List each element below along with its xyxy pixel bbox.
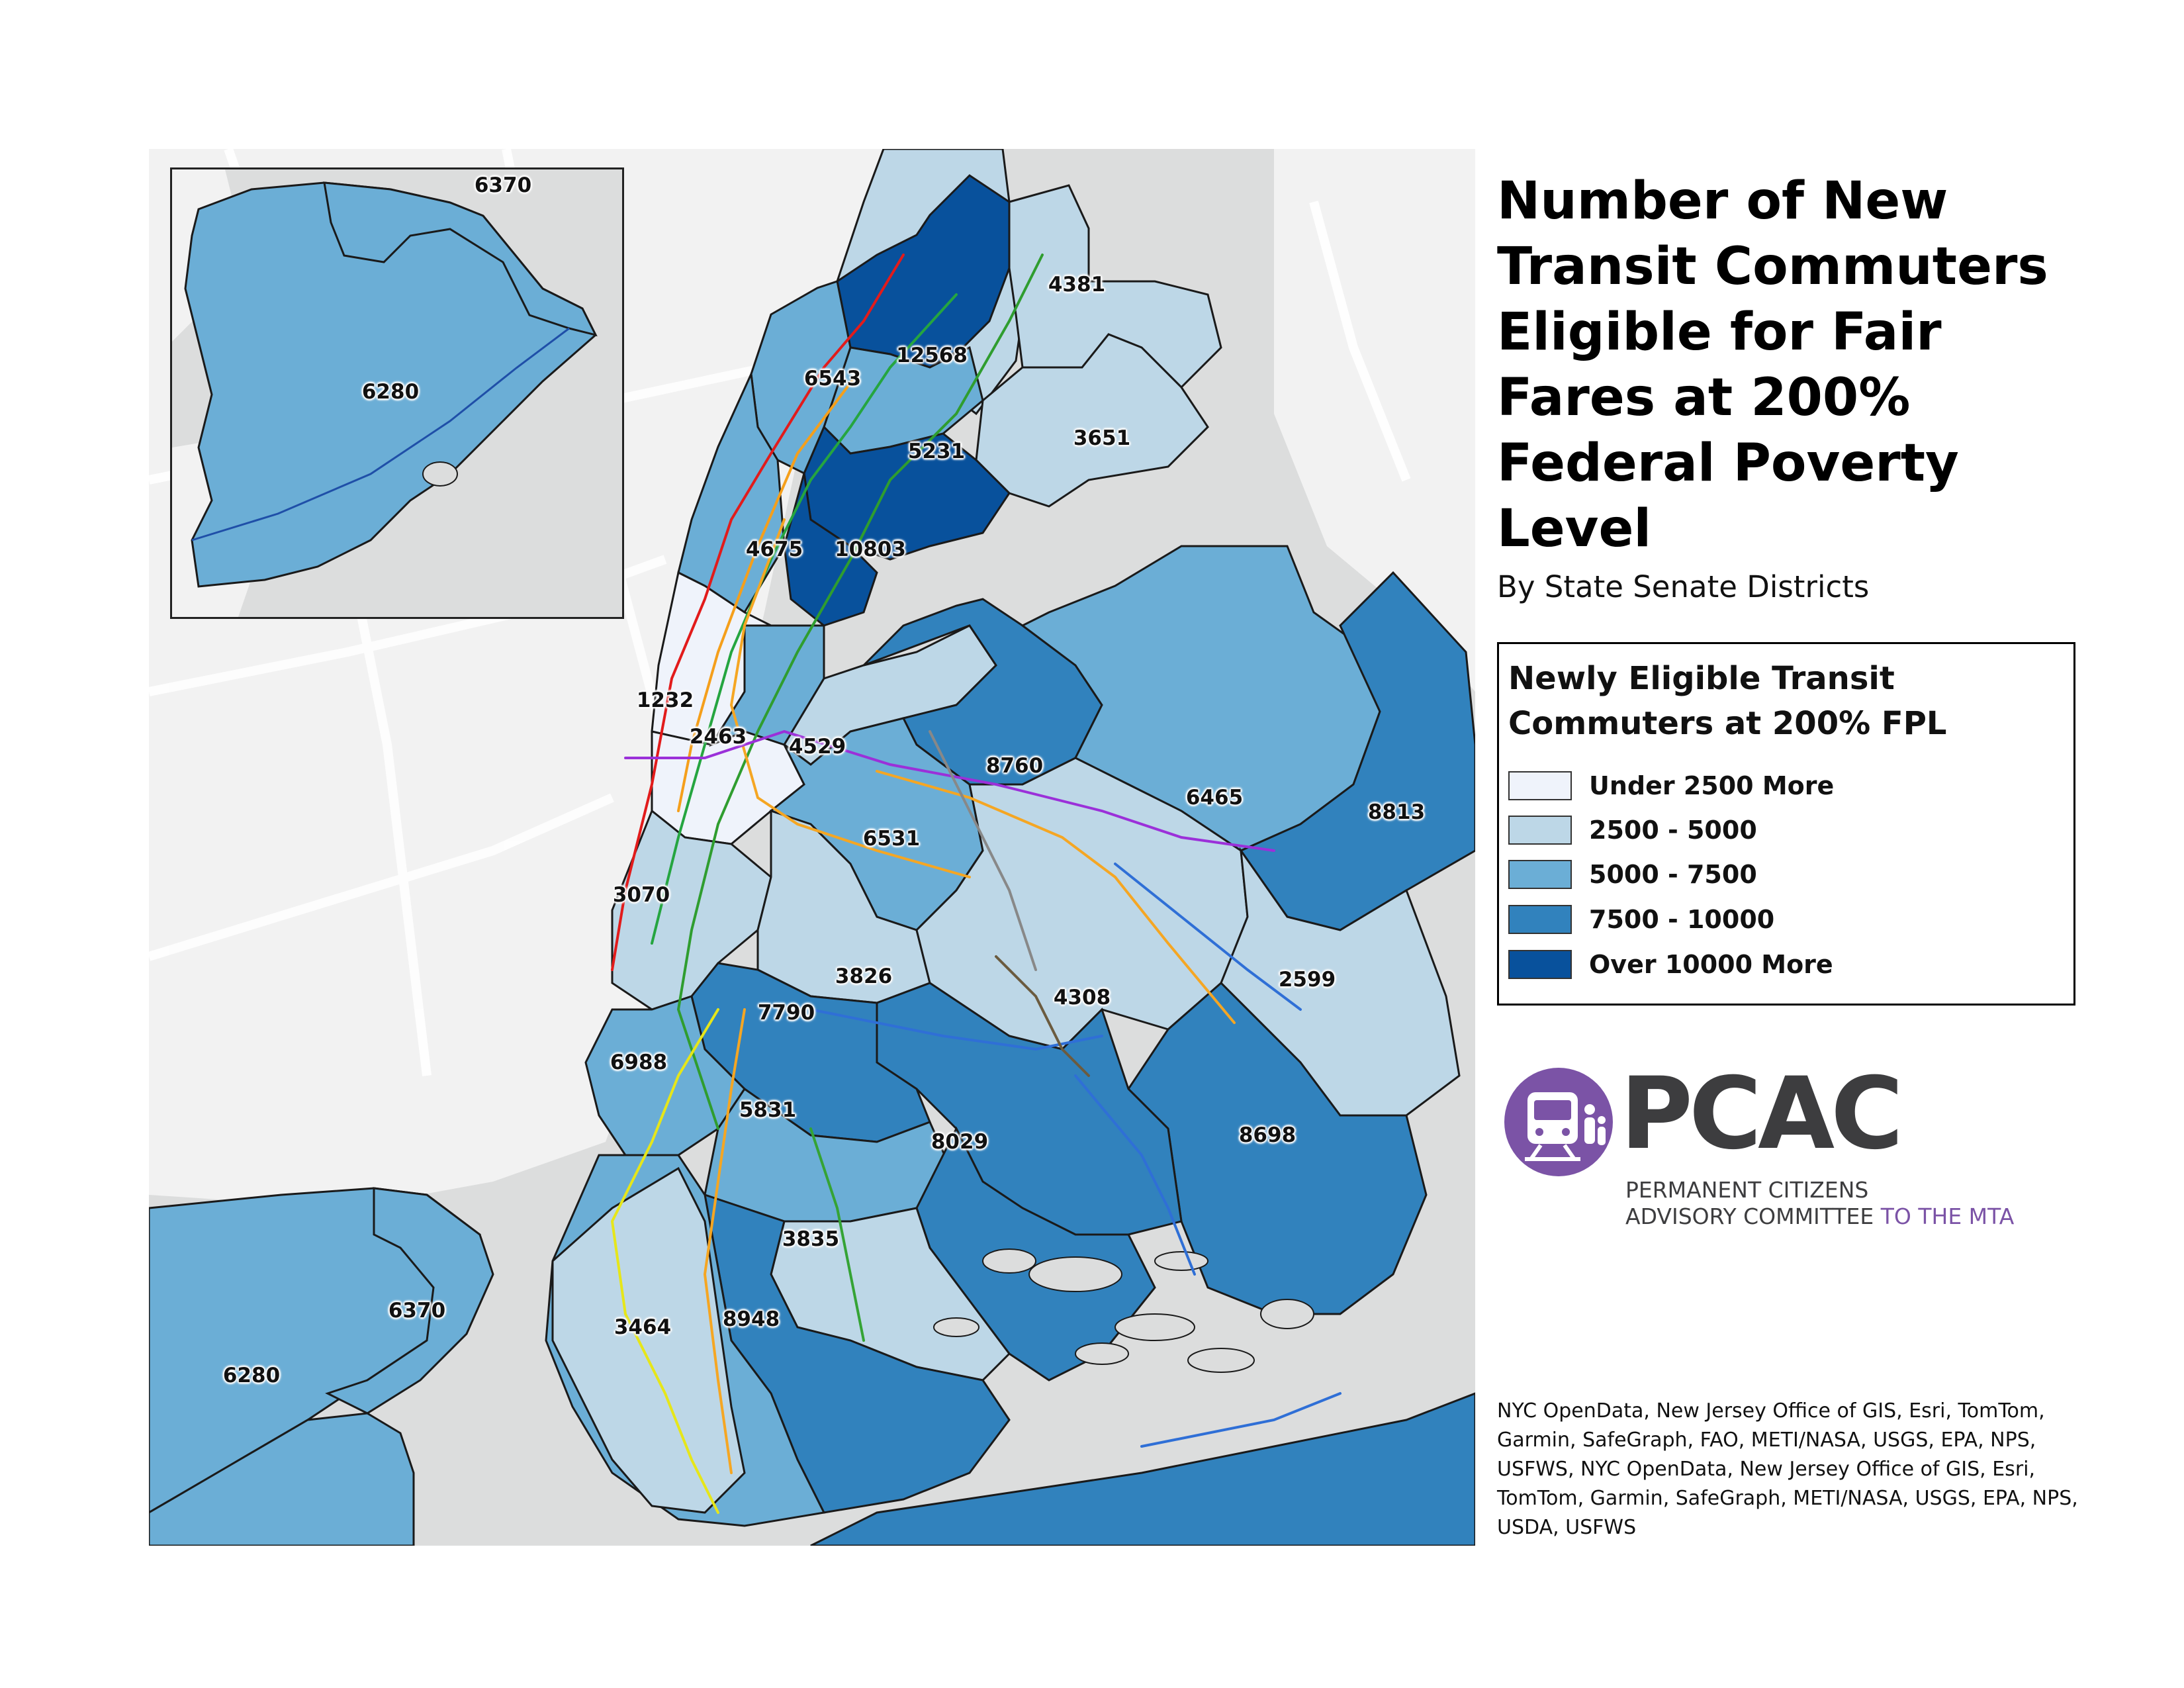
legend-swatch (1508, 950, 1572, 979)
legend-label: Under 2500 More (1589, 771, 1835, 800)
legend-item: Under 2500 More (1508, 771, 1834, 800)
legend-swatch (1508, 816, 1572, 845)
subway-lines (610, 254, 1342, 1514)
queens-districts (756, 545, 1475, 1315)
district-label: 6370 (388, 1299, 446, 1323)
legend-swatch (1508, 860, 1572, 889)
legend-label: Over 10000 More (1589, 950, 1833, 979)
legend-swatch (1508, 771, 1572, 800)
district-label: 4675 (745, 538, 803, 561)
district-label: 6543 (803, 367, 862, 391)
map-title: Number of New Transit Commuters Eligible… (1497, 171, 2048, 559)
district-label: 8760 (985, 754, 1044, 778)
data-credits: NYC OpenData, New Jersey Office of GIS, … (1497, 1399, 2078, 1539)
logo-line2-accent: TO THE MTA (1880, 1203, 2015, 1229)
district-label: 6280 (222, 1364, 281, 1387)
district-label: 6370 (474, 173, 532, 197)
district-label: 3826 (835, 964, 893, 988)
logo-line2-main: ADVISORY COMMITTEE (1625, 1203, 1881, 1229)
district-label: 4381 (1048, 273, 1106, 297)
district-label: 8813 (1367, 800, 1426, 824)
legend-item: 5000 - 7500 (1508, 860, 1757, 889)
staten-island-districts (149, 1187, 494, 1546)
district-label: 3835 (782, 1227, 840, 1251)
pcac-logo: PCAC PERMANENT CITIZENS ADVISORY COMMITT… (1502, 1056, 2071, 1238)
staten-island-inset (170, 167, 624, 619)
district-label: 2463 (689, 725, 747, 749)
district-label: 8948 (722, 1307, 780, 1331)
legend-title: Newly Eligible Transit Commuters at 200%… (1508, 660, 1947, 742)
legend-item: 7500 - 10000 (1508, 905, 1774, 934)
district-label: 8029 (931, 1130, 989, 1154)
district-label: 10803 (835, 538, 906, 561)
district-label: 4308 (1053, 986, 1111, 1009)
district-label: 6988 (610, 1051, 668, 1074)
logo-line1: PERMANENT CITIZENS (1625, 1177, 1869, 1203)
district-label: 5231 (907, 440, 966, 463)
district-label: 6465 (1185, 786, 1244, 810)
logo-name: PCAC (1620, 1056, 1903, 1172)
district-label: 3464 (614, 1315, 672, 1339)
district-label: 3651 (1073, 426, 1131, 450)
district-label: 3070 (612, 883, 670, 907)
legend-label: 2500 - 5000 (1589, 816, 1757, 845)
legend-item: Over 10000 More (1508, 950, 1833, 979)
rockaway-district (810, 1392, 1475, 1546)
train-icon (1504, 1068, 1613, 1176)
logo-line2: ADVISORY COMMITTEE TO THE MTA (1625, 1203, 2014, 1229)
district-label: 2599 (1278, 968, 1336, 992)
district-label: 6531 (862, 827, 921, 851)
legend-swatch (1508, 905, 1572, 934)
district-label: 5831 (739, 1098, 797, 1122)
legend: Newly Eligible Transit Commuters at 200%… (1497, 642, 2075, 1006)
nyc-district-map[interactable] (149, 149, 1475, 1546)
district-label: 4529 (788, 735, 846, 759)
inset-map (172, 169, 622, 617)
legend-label: 7500 - 10000 (1589, 905, 1775, 934)
legend-item: 2500 - 5000 (1508, 816, 1757, 845)
bronx-districts (750, 149, 1222, 627)
jamaica-bay-islands (933, 1248, 1314, 1373)
map-frame[interactable]: 6370 6280 4381 12568 6543 5231 3651 4675… (149, 149, 1475, 1546)
legend-label: 5000 - 7500 (1589, 860, 1757, 889)
district-label: 1232 (636, 688, 694, 712)
district-label: 7790 (757, 1001, 815, 1025)
district-label: 6280 (361, 380, 420, 404)
westchester-land (1274, 149, 1475, 692)
map-subtitle: By State Senate Districts (1497, 569, 1870, 604)
district-label: 8698 (1238, 1123, 1297, 1147)
district-label: 12568 (896, 344, 968, 367)
